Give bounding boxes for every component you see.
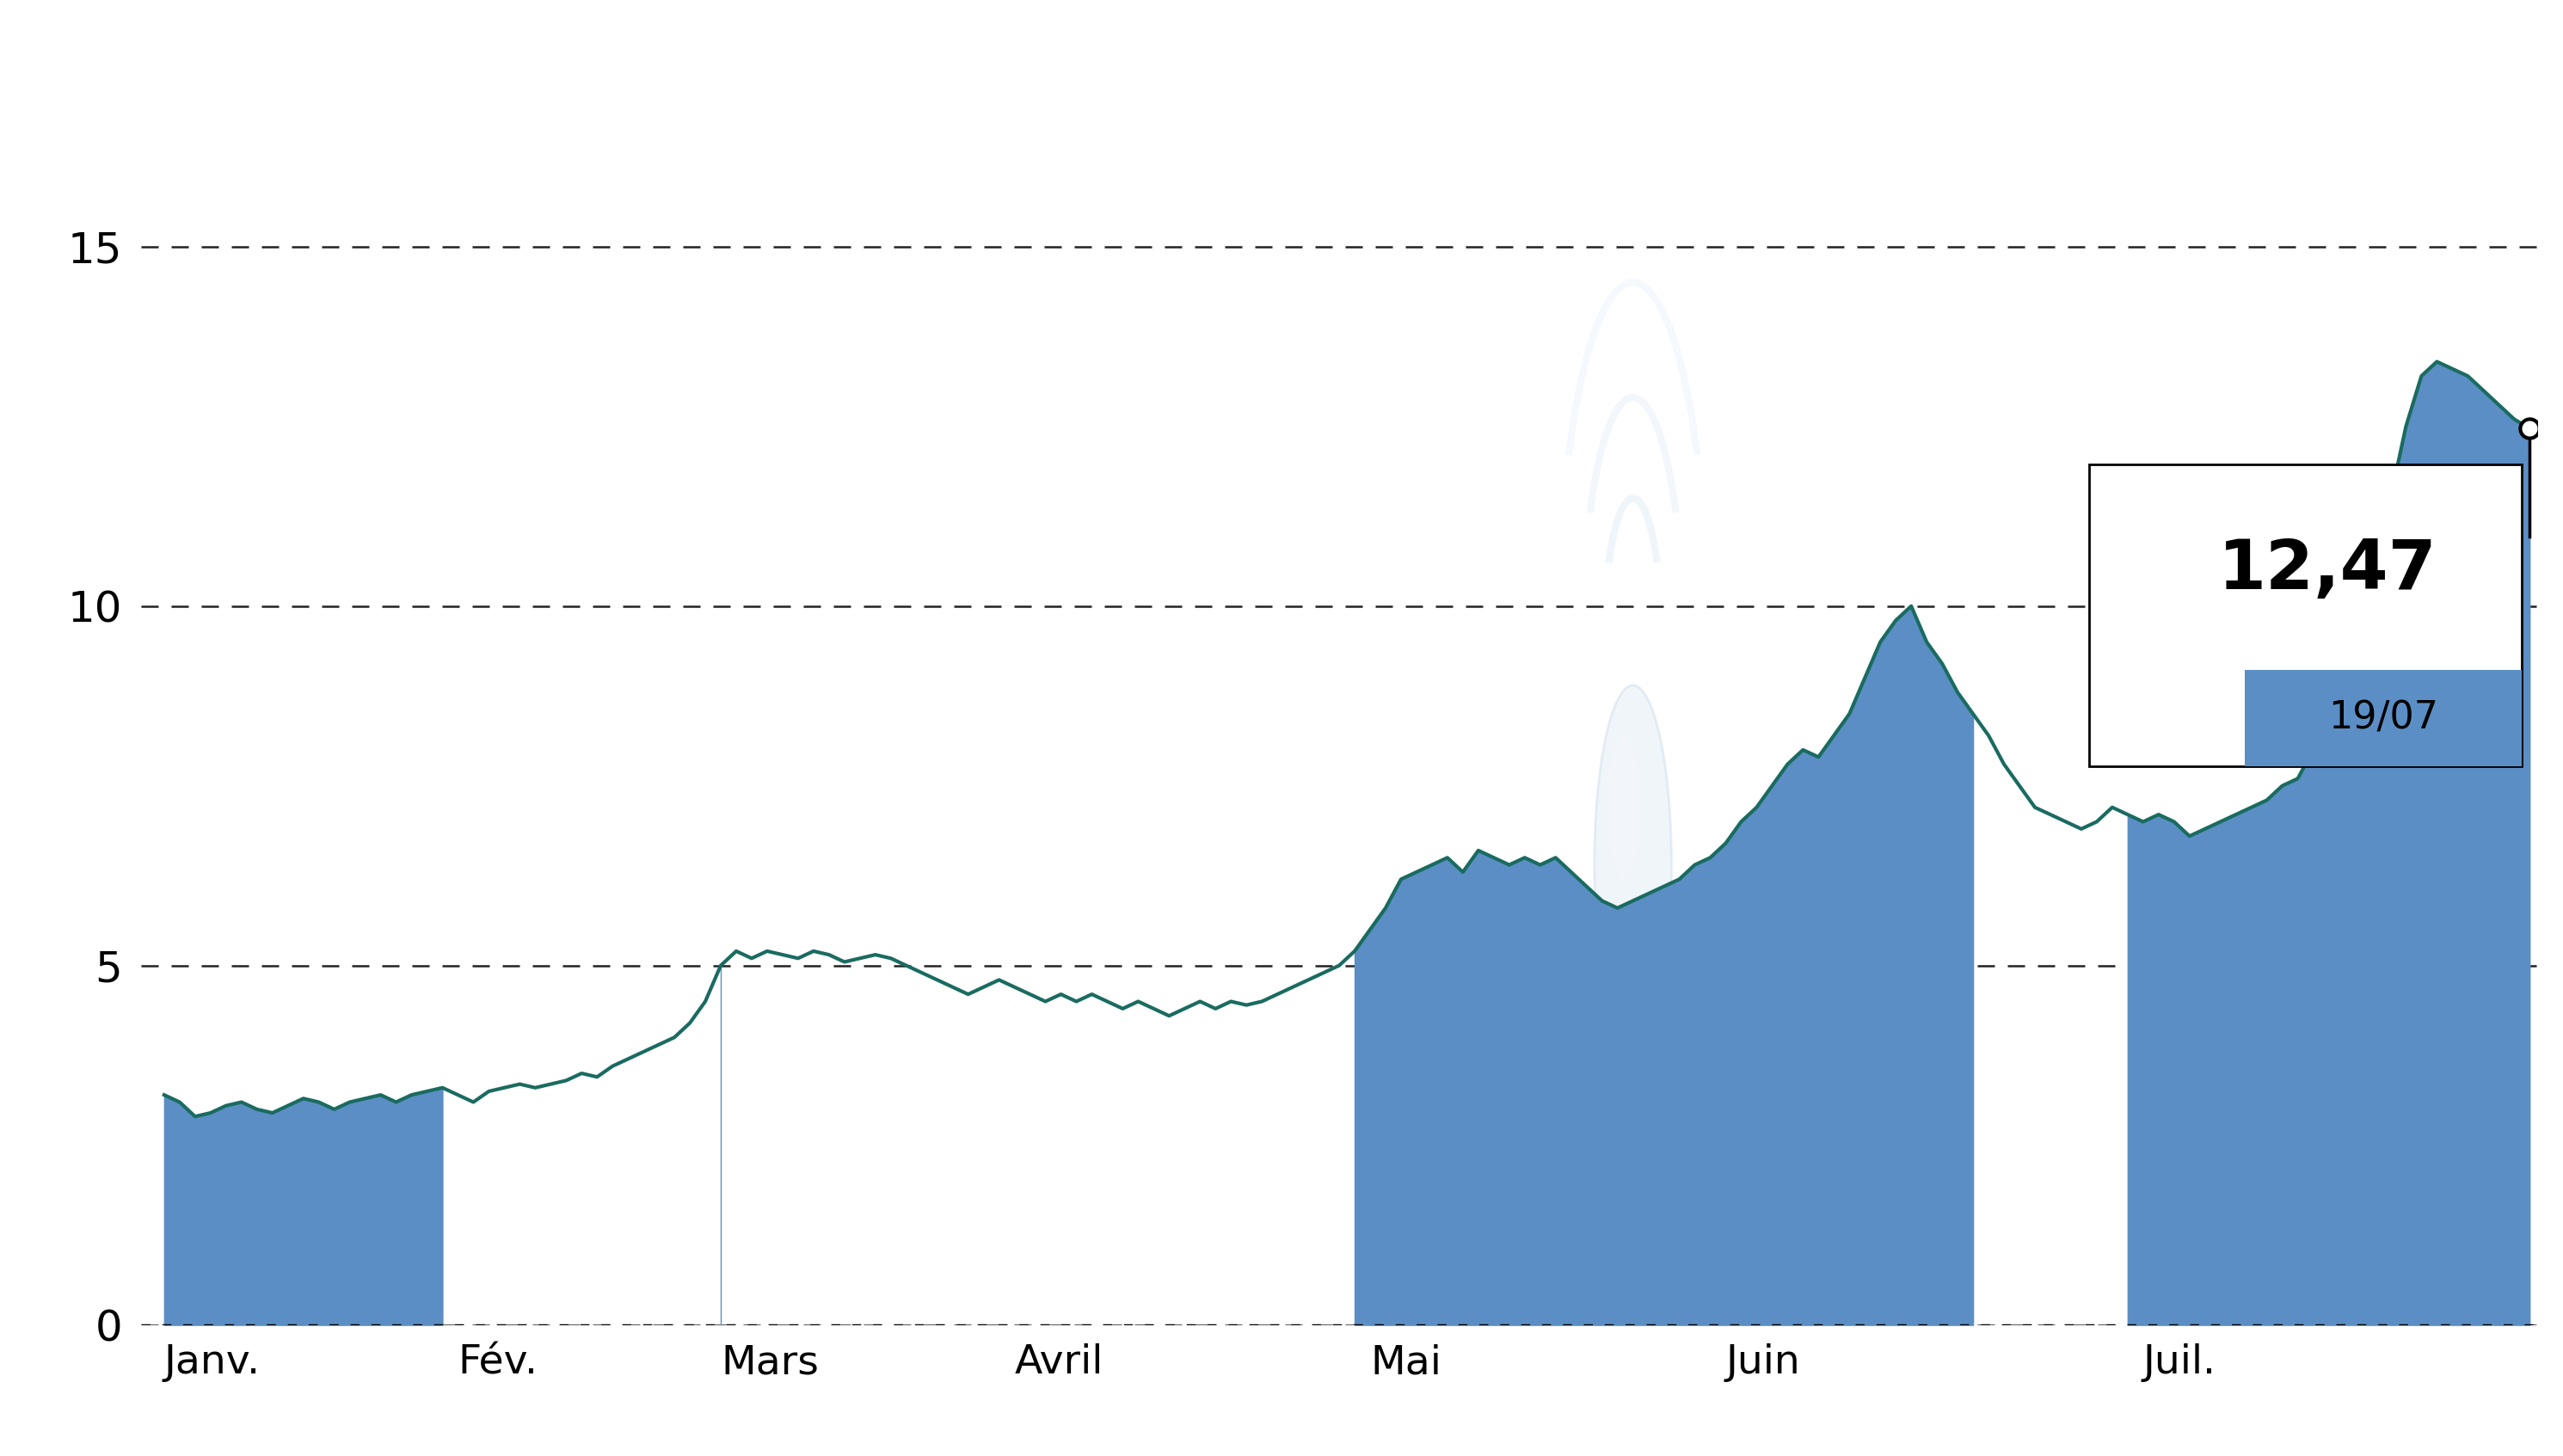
Text: 12,47: 12,47 (2217, 537, 2437, 604)
FancyBboxPatch shape (2245, 670, 2522, 766)
Text: 19/07: 19/07 (2327, 699, 2437, 737)
Circle shape (1607, 735, 1640, 879)
Circle shape (1594, 686, 1671, 1044)
FancyBboxPatch shape (2089, 464, 2522, 766)
Text: Jumia Technologies AG: Jumia Technologies AG (720, 33, 1843, 119)
